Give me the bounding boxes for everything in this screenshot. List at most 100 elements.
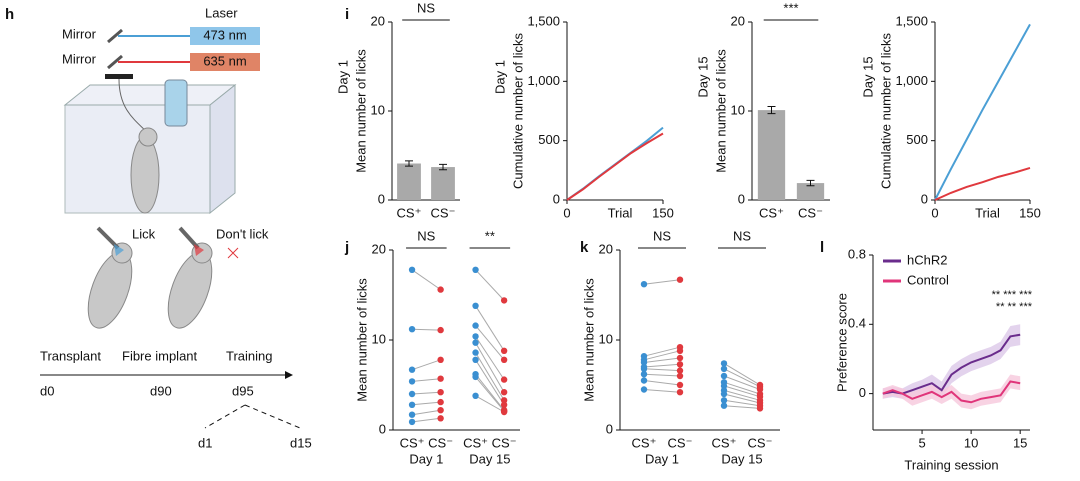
dot — [437, 415, 444, 422]
mouse — [130, 136, 160, 214]
error-bar — [405, 160, 413, 167]
line — [934, 167, 1031, 201]
y-axis-label: Mean number of licks — [713, 49, 728, 173]
pair-line — [411, 417, 441, 423]
timeline-label: Transplant — [40, 348, 101, 363]
sig-label: ** ** *** — [996, 301, 1033, 313]
dot — [720, 397, 728, 404]
mirror-label: Mirror — [62, 51, 97, 66]
y-axis-label: Mean number of licks — [353, 49, 368, 173]
dot — [720, 390, 728, 398]
arrow — [285, 371, 293, 379]
y-tick-label: 20 — [372, 241, 386, 256]
dot — [472, 349, 479, 356]
dot — [500, 347, 508, 354]
y-tick-label: 0 — [553, 191, 560, 206]
mouse — [167, 251, 213, 329]
y-tick-label: 1,500 — [527, 13, 560, 28]
y-tick-label: 0 — [738, 191, 745, 206]
x-tick-label: 15 — [1013, 435, 1027, 450]
y-tick-label: 20 — [371, 13, 385, 28]
dot — [437, 356, 444, 363]
sig-label: NS — [417, 0, 435, 15]
day-label: d95 — [232, 383, 254, 398]
pair-line — [723, 381, 761, 395]
dot — [720, 402, 728, 409]
y-tick-label: 500 — [538, 132, 560, 147]
pair-line — [643, 380, 681, 386]
dot — [408, 390, 416, 398]
dot — [756, 405, 764, 412]
y-tick-label: 0.8 — [848, 246, 866, 261]
category-label: CS⁺ — [397, 205, 422, 220]
dot — [676, 354, 684, 362]
pair-line — [723, 375, 761, 390]
y-tick-label: 0 — [921, 191, 928, 206]
category-label: CS⁻ — [668, 435, 693, 450]
pair-line — [475, 359, 505, 406]
y-tick-label: 0 — [606, 421, 613, 436]
category-label: CS⁻ — [798, 205, 823, 220]
category-label: CS⁺ — [759, 205, 784, 220]
mirror-label: Mirror — [62, 26, 97, 41]
dot — [500, 408, 508, 416]
x-axis-label: Trial — [608, 205, 633, 220]
x-tick-label: 0 — [931, 205, 938, 220]
panel-label: k — [580, 239, 589, 256]
group-label: Day 15 — [721, 451, 762, 466]
bar — [796, 183, 825, 200]
y-tick-label: 20 — [599, 241, 613, 256]
pair-line — [643, 279, 681, 285]
category-label: CS⁺ — [400, 435, 425, 450]
timeline-label: Fibre implant — [122, 348, 198, 363]
category-label: CS⁺ — [632, 435, 657, 450]
legend-label: Control — [907, 272, 949, 287]
pair-line — [723, 405, 761, 409]
y-axis-label: Cumulative number of licks — [510, 32, 525, 189]
y-axis-label: Mean number of licks — [354, 278, 369, 402]
laser-label: Laser — [205, 5, 238, 20]
cross — [227, 247, 239, 259]
pair-line — [643, 363, 681, 368]
sig-label: NS — [733, 228, 751, 243]
mouse — [87, 251, 133, 329]
group-label: Day 1 — [645, 451, 679, 466]
y-tick-label: 10 — [371, 102, 385, 117]
pair-line — [643, 346, 681, 357]
x-axis-label: Trial — [975, 205, 1000, 220]
panel-label: i — [345, 6, 349, 23]
dot — [437, 375, 444, 382]
dot — [676, 347, 684, 354]
dot — [676, 276, 684, 283]
subtitle: Day 15 — [860, 56, 875, 97]
bar — [397, 163, 421, 200]
pair-line — [412, 401, 441, 406]
dot — [500, 389, 508, 396]
pair-line — [411, 359, 441, 371]
dot — [437, 389, 444, 396]
dot — [408, 326, 416, 333]
dot — [640, 365, 648, 372]
group-label: Day 1 — [409, 451, 443, 466]
pair-line — [723, 393, 761, 404]
x-tick-label: 5 — [918, 435, 925, 450]
pair-line — [723, 389, 761, 401]
pair-line — [475, 373, 505, 411]
category-label: CS⁻ — [748, 435, 773, 450]
panel-label: j — [344, 239, 349, 256]
dot — [472, 333, 479, 340]
x-tick-label: 150 — [1019, 205, 1041, 220]
y-tick-label: 0 — [379, 421, 386, 436]
box-top — [63, 84, 237, 106]
dot — [437, 326, 444, 334]
pair-line — [412, 391, 441, 395]
dot — [472, 339, 479, 346]
dot — [408, 418, 416, 426]
dot — [756, 386, 764, 393]
line — [566, 132, 664, 201]
pair-line — [723, 385, 761, 398]
dot — [472, 322, 479, 329]
sig-label: NS — [653, 228, 671, 243]
panel-label: l — [820, 239, 824, 256]
